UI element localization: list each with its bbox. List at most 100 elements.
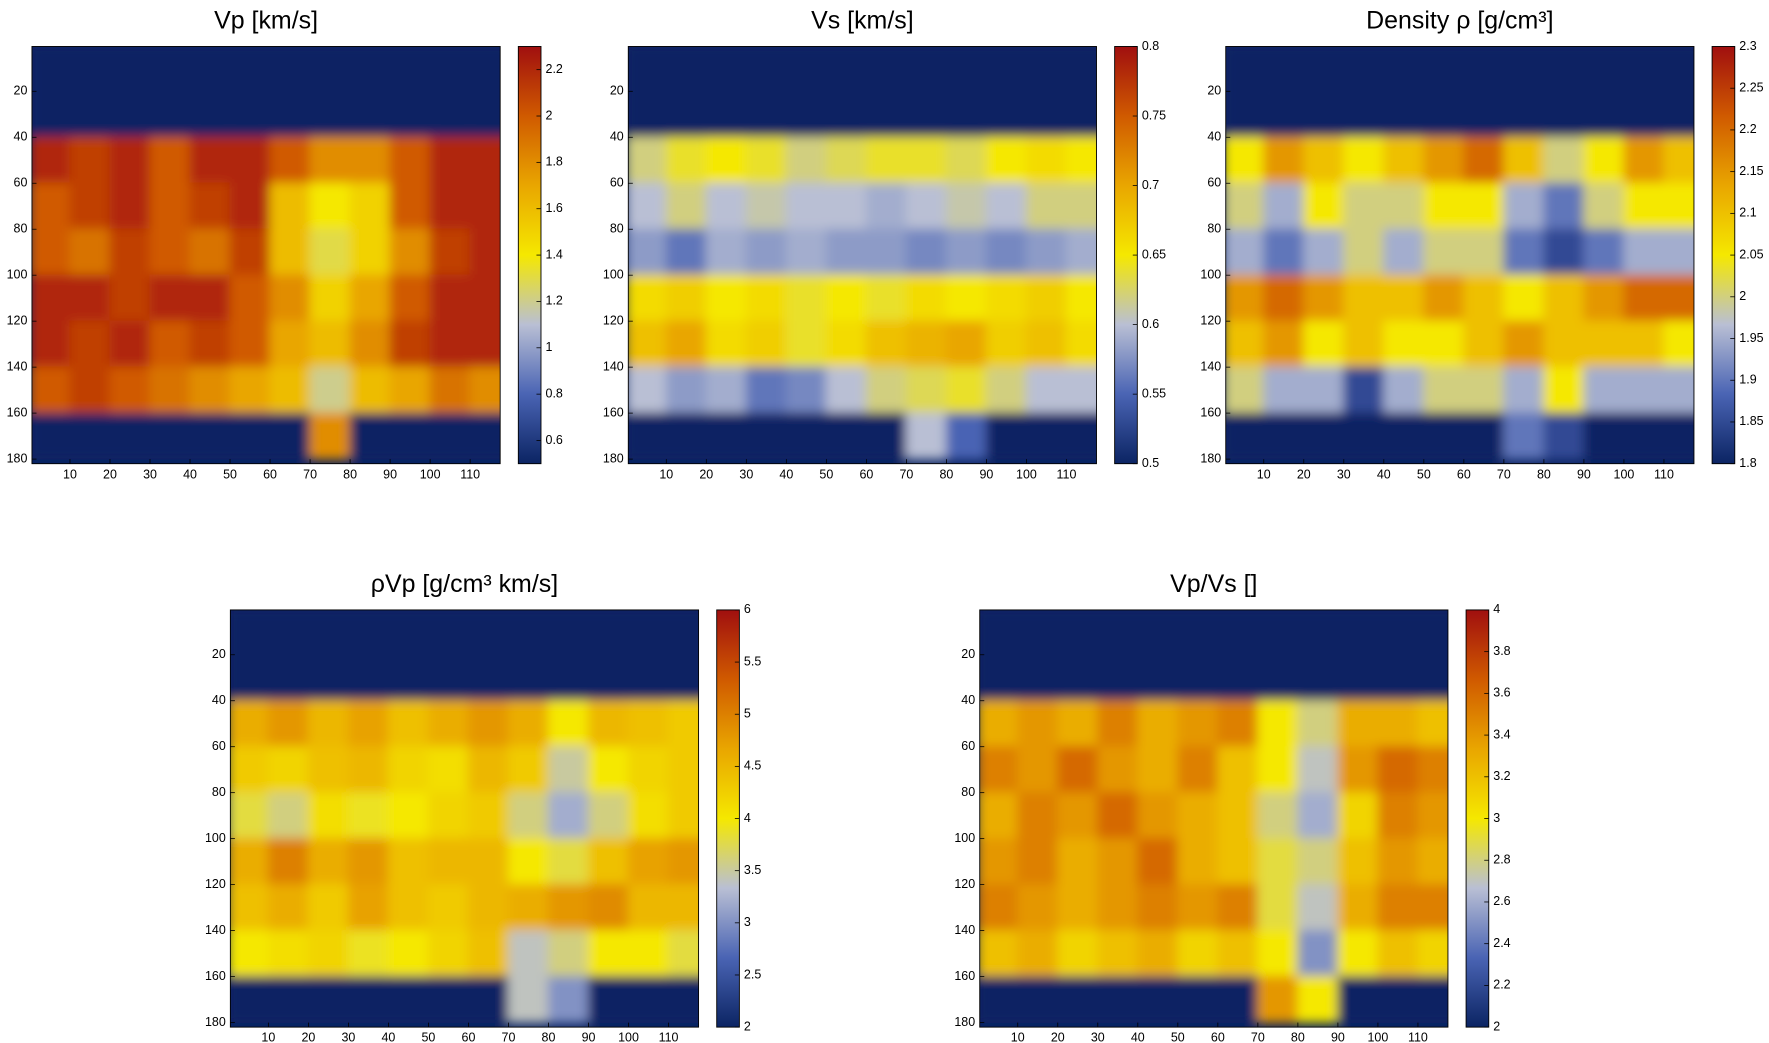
heatmap-cell [1263,90,1305,138]
heatmap-cell [469,90,501,138]
heatmap-cell [1417,884,1448,932]
panel: Density ρ [g/cm³] 10 20 30 40 50 60 70 80 90 100 11… [1200,6,1763,481]
heatmap-cell [587,930,630,978]
heatmap-cell [1623,366,1665,414]
heatmap-cell [1543,366,1585,414]
heatmap-cell [628,182,667,230]
heatmap-cell [1377,792,1419,840]
heatmap-cell [667,746,699,794]
x-tick-label: 60 [263,467,277,481]
heatmap-cell [1025,366,1068,414]
heatmap-cell [665,136,707,184]
heatmap-cell [905,320,947,368]
heatmap-cell [349,90,391,138]
y-tick-label: 160 [1200,405,1221,419]
heatmap-cell [1583,366,1625,414]
heatmap-cell [785,90,827,138]
heatmap-cell [269,320,311,368]
heatmap-cell [1137,700,1179,748]
heatmap-cell [1177,838,1219,886]
heatmap-cell [507,792,550,840]
heatmap-cell [1057,930,1099,978]
x-tick-label: 110 [659,1031,679,1043]
heatmap-cell [229,182,271,230]
x-tick-label: 90 [1577,467,1591,481]
heatmap-cell [467,792,510,840]
heatmap-cell [309,274,351,322]
plot-frame [1225,46,1695,465]
heatmap-cell [1543,274,1585,322]
heatmap-cell [69,90,111,138]
heatmap-cell [1303,412,1345,460]
heatmap-cell [349,366,391,414]
heatmap-cell [1217,746,1259,794]
heatmap-cell [469,366,501,414]
heatmap-cell [979,930,1019,978]
heatmap-cell [905,90,947,138]
heatmap-cell [665,46,707,92]
heatmap-cell [628,274,667,322]
heatmap-cell [945,320,988,368]
heatmap-cell [387,930,430,978]
heatmap-cell [31,136,71,184]
y-tick-label: 80 [610,222,624,236]
x-tick-label: 60 [859,467,873,481]
y-tick-label: 60 [610,176,624,190]
heatmap-cell [389,366,431,414]
heatmap-cell [1017,700,1059,748]
heatmap-cell [1503,182,1545,230]
heatmap-cell [1225,228,1265,276]
colorbar-tick-label: 0.65 [1142,247,1166,261]
heatmap-cell [628,320,667,368]
heatmap-cell [547,930,590,978]
heatmap-cell [1463,136,1505,184]
y-tick-label: 100 [7,267,28,281]
heatmap-cell [587,838,630,886]
heatmap-cell [1065,228,1097,276]
heatmap-cell [349,412,391,460]
heatmap-cell [1225,366,1265,414]
heatmap-cell [1137,654,1179,702]
heatmap-cell [1025,412,1068,460]
colorbar-tick-label: 2.6 [1493,894,1510,908]
panel-title: Vp/Vs [] [1170,570,1257,598]
heatmap-cell [665,320,707,368]
y-tick-label: 180 [1200,451,1221,465]
x-tick-label: 80 [542,1031,556,1043]
heatmap-cell [667,792,699,840]
plot-frame [31,46,501,465]
heatmap-cell [1097,746,1139,794]
heatmap-cell [1297,792,1339,840]
heatmap-cell [745,320,787,368]
heatmap-cell [547,975,590,1024]
colorbar-tick-label: 2.5 [744,967,761,981]
heatmap-cell [349,136,391,184]
heatmap-cell [1263,228,1305,276]
heatmap-cell [1423,274,1465,322]
x-tick-label: 70 [502,1031,516,1043]
heatmap-cell [427,884,470,932]
heatmap-cell [1383,412,1425,460]
heatmap-cell [469,136,501,184]
heatmap-cell [1065,366,1097,414]
heatmap-cell [1337,884,1379,932]
heatmap-cell [427,838,470,886]
heatmap-cell [1025,228,1068,276]
heatmap-cell [189,412,231,460]
heatmap-cell [1663,182,1694,230]
heatmap-cell [429,90,471,138]
heatmap-cell [825,320,867,368]
heatmap-cell [31,274,71,322]
heatmap-cell [627,975,670,1024]
y-tick-label: 80 [1207,222,1221,236]
plot-frame [229,609,700,1028]
heatmap-cell [628,412,667,460]
x-tick-label: 70 [899,467,913,481]
heatmap-cell [547,609,590,656]
heatmap-cell [149,136,191,184]
heatmap-cell [1377,609,1419,656]
heatmap-cell [587,746,630,794]
heatmap-cell [1177,654,1219,702]
heatmap-cell [979,838,1019,886]
heatmap-cell [705,46,747,92]
